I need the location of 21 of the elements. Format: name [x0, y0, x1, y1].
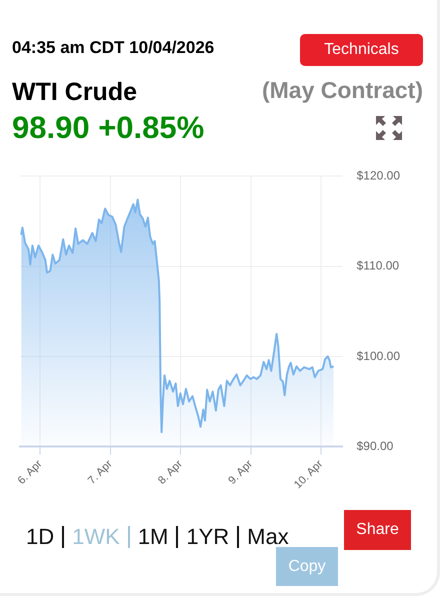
chart-subtitle: (May Contract): [262, 77, 423, 104]
text: Technicals: [300, 34, 423, 66]
y-tick-label: $100.00: [356, 348, 400, 363]
chart-title: WTI Crude: [12, 78, 137, 107]
text: 1WK: [72, 524, 120, 550]
x-tick-label: 7. Apr: [86, 458, 115, 487]
text: Max: [247, 524, 289, 550]
x-tick-label: 6. Apr: [16, 458, 45, 487]
text: 1D: [26, 524, 54, 550]
text: 1M: [138, 524, 168, 550]
y-tick-label: $90.00: [356, 438, 394, 453]
x-tick-label: 9. Apr: [226, 458, 256, 487]
text: 1YR: [186, 524, 230, 550]
x-tick-label: 8. Apr: [156, 458, 186, 487]
y-tick-label: $120.00: [356, 168, 400, 183]
text: 98.90 +0.85%: [12, 110, 204, 146]
y-tick-label: $110.00: [356, 258, 400, 273]
text: 04:35 am CDT 10/04/2026: [12, 38, 214, 58]
x-tick-label: 10. Apr: [292, 458, 326, 492]
text: Share: [344, 510, 411, 550]
text: Copy: [288, 558, 326, 574]
